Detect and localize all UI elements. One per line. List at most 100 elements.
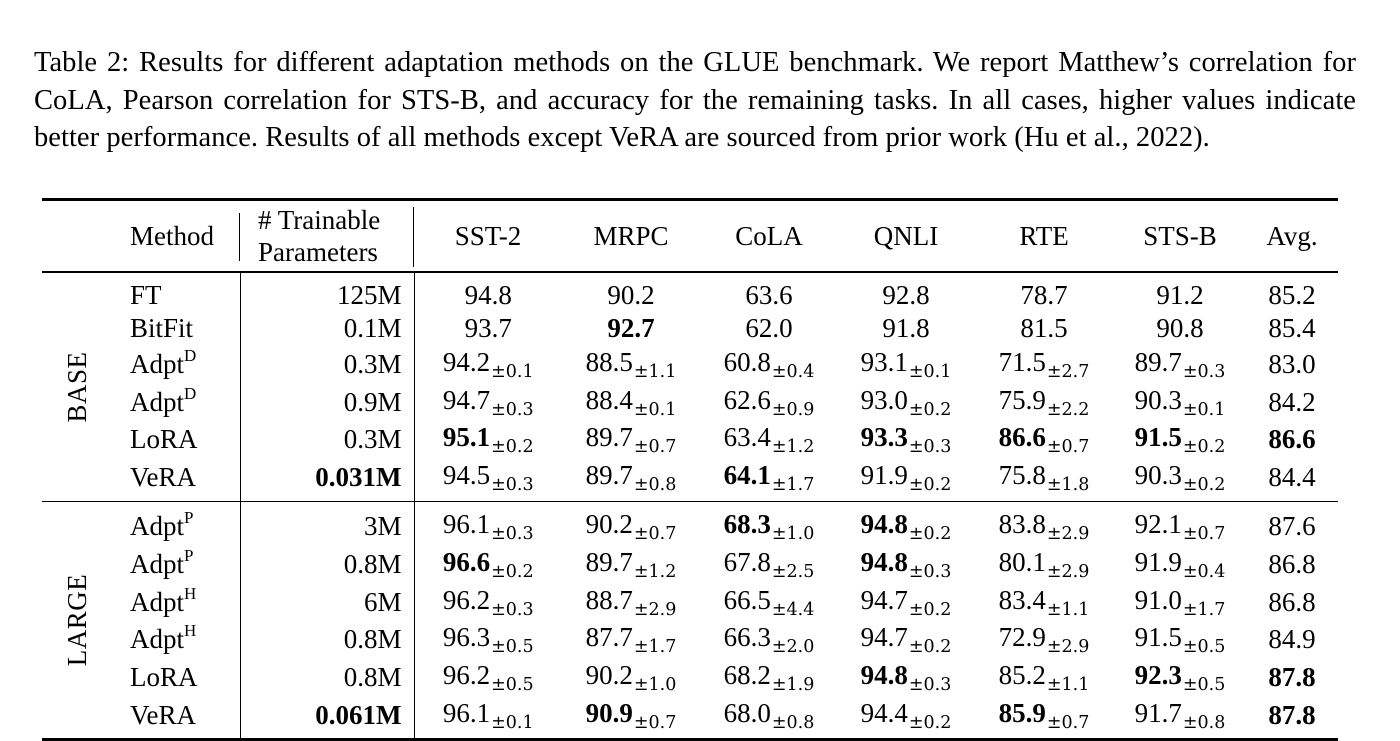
method-cell: FT [114, 272, 241, 313]
method-superscript: D [184, 345, 197, 365]
score-value: 90.2 [585, 509, 633, 540]
score-std: ±0.8 [633, 475, 677, 496]
score-cell: 60.8±0.4 [700, 346, 838, 384]
score-value: 66.5 [723, 584, 771, 615]
score-value: 86.6 [1268, 424, 1316, 455]
score-cell: 66.5±4.4 [700, 584, 838, 622]
method-cell: AdptP [114, 545, 241, 584]
score-value: 84.9 [1268, 624, 1316, 655]
score-cell: 91.2 [1114, 273, 1246, 313]
score-std: ±2.9 [1046, 561, 1090, 582]
score-cell: 78.7 [974, 273, 1114, 313]
score-cell: 94.4±0.2 [838, 697, 974, 739]
score-std: ±0.7 [1182, 524, 1226, 545]
avg-cell: 87.8 [1246, 659, 1338, 697]
score-value: 96.6 [442, 546, 491, 577]
score-value: 94.5 [442, 460, 491, 491]
avg-cell: 87.8 [1246, 697, 1338, 739]
method-name: LoRA [130, 662, 198, 693]
group-label-smallcaps: ASE [62, 351, 93, 404]
score-cell: 95.1±0.2 [414, 421, 562, 459]
score-value: 89.7 [585, 546, 633, 577]
score-value: 91.9 [860, 460, 908, 491]
score-std: ±0.4 [771, 361, 815, 382]
score-cell: 68.2±1.9 [700, 659, 838, 697]
top-rule [42, 198, 1338, 201]
header-params: # Trainable Parameters [240, 201, 414, 271]
header-method: Method [114, 201, 240, 271]
score-cell: 62.6±0.9 [700, 384, 838, 422]
group-label: LARGE [42, 502, 114, 738]
score-std: ±0.4 [1182, 561, 1226, 582]
score-std: ±0.1 [491, 712, 534, 733]
header-divider-2 [413, 207, 414, 267]
score-value: 92.1 [1134, 509, 1182, 540]
score-value: 80.1 [998, 546, 1046, 577]
score-value: 94.8 [860, 546, 908, 577]
score-cell: 96.2±0.5 [414, 659, 562, 697]
header-params-line1: # Trainable [258, 205, 381, 235]
score-value: 68.0 [723, 697, 771, 728]
method-name: Adpt [130, 586, 184, 617]
score-value: 88.7 [585, 584, 633, 615]
params-cell: 0.3M [240, 345, 415, 384]
score-std: ±1.0 [633, 675, 677, 696]
score-cell: 83.8±2.9 [974, 502, 1114, 546]
score-std: ±0.5 [1182, 675, 1226, 696]
score-cell: 87.7±1.7 [562, 621, 700, 659]
score-cell: 91.9±0.2 [838, 459, 974, 501]
score-cell: 72.9±2.9 [974, 621, 1114, 659]
score-value: 85.2 [998, 660, 1046, 691]
score-std: ±0.2 [908, 712, 952, 733]
table-row: AdptD 0.3M 94.2±0.1 88.5±1.1 60.8±0.4 93.1±0.… [42, 345, 1338, 384]
score-std: ±1.2 [771, 437, 815, 458]
score-cell: 94.2±0.1 [414, 346, 562, 384]
score-value: 91.5 [1134, 422, 1182, 453]
table-caption: Table 2: Results for different adaptatio… [34, 47, 1356, 153]
score-cell: 71.5±2.7 [974, 346, 1114, 384]
table-row: AdptP 0.8M 96.6±0.2 89.7±1.2 67.8±2.5 94.8±0.… [42, 545, 1338, 584]
avg-cell: 85.2 [1246, 273, 1338, 313]
score-std: ±0.3 [908, 675, 952, 696]
score-value: 91.0 [1134, 584, 1182, 615]
score-value: 90.2 [607, 279, 655, 310]
score-cell: 91.5±0.2 [1114, 421, 1246, 459]
score-cell: 94.8±0.2 [838, 502, 974, 546]
score-value: 87.8 [1268, 662, 1316, 693]
score-value: 93.7 [464, 313, 512, 344]
group-label: BASE [42, 273, 114, 501]
params-cell: 0.8M [240, 621, 415, 660]
score-value: 84.4 [1268, 462, 1316, 493]
params-cell: 125M [240, 272, 415, 313]
results-table-wrapper: Method # Trainable Parameters SST-2 MRPC… [42, 198, 1338, 741]
score-value: 96.3 [442, 622, 491, 653]
score-value: 68.3 [723, 509, 771, 540]
score-std: ±0.3 [491, 475, 534, 496]
score-cell: 80.1±2.9 [974, 546, 1114, 584]
params-cell: 0.8M [240, 545, 415, 584]
score-cell: 81.5 [974, 312, 1114, 346]
score-cell: 96.1±0.1 [414, 697, 562, 739]
score-std: ±0.1 [908, 361, 952, 382]
score-cell: 88.7±2.9 [562, 584, 700, 622]
score-cell: 90.3±0.1 [1114, 384, 1246, 422]
score-std: ±0.3 [908, 437, 952, 458]
score-value: 72.9 [998, 622, 1046, 653]
score-value: 84.2 [1268, 386, 1316, 417]
score-cell: 90.3±0.2 [1114, 459, 1246, 501]
score-value: 91.5 [1134, 622, 1182, 653]
avg-cell: 86.8 [1246, 546, 1338, 584]
score-value: 94.7 [860, 584, 908, 615]
method-name: LoRA [130, 424, 198, 455]
score-std: ±0.1 [1182, 399, 1226, 420]
score-cell: 94.7±0.2 [838, 584, 974, 622]
score-value: 87.7 [585, 622, 633, 653]
avg-cell: 84.2 [1246, 384, 1338, 422]
score-value: 81.5 [1020, 313, 1068, 344]
score-value: 78.7 [1020, 279, 1068, 310]
score-value: 90.8 [1156, 313, 1204, 344]
score-std: ±2.9 [633, 599, 677, 620]
avg-cell: 84.9 [1246, 621, 1338, 659]
score-std: ±0.5 [491, 675, 534, 696]
params-cell: 0.061M [240, 696, 415, 739]
